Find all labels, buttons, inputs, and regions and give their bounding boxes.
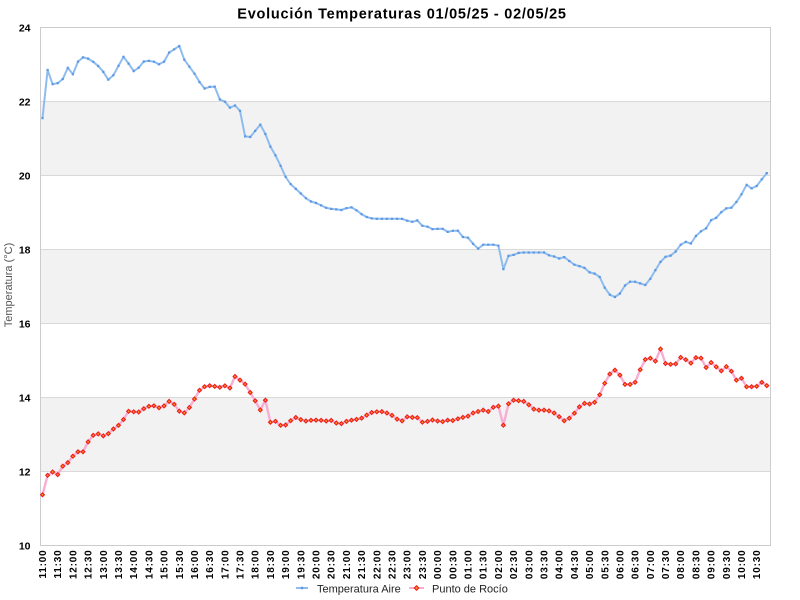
svg-text:00:30: 00:30 [448, 550, 459, 580]
svg-text:09:30: 09:30 [722, 550, 733, 580]
svg-text:12:00: 12:00 [68, 550, 79, 580]
svg-text:24: 24 [19, 22, 31, 34]
svg-text:17:30: 17:30 [236, 550, 247, 580]
svg-text:09:00: 09:00 [707, 550, 718, 580]
svg-text:Punto de Rocío: Punto de Rocío [432, 584, 508, 596]
svg-text:12: 12 [19, 466, 31, 478]
svg-text:07:30: 07:30 [661, 550, 672, 580]
svg-text:23:30: 23:30 [418, 550, 429, 580]
svg-text:14:00: 14:00 [129, 550, 140, 580]
svg-text:16: 16 [19, 318, 31, 330]
svg-text:21:00: 21:00 [342, 550, 353, 580]
svg-text:13:00: 13:00 [99, 550, 110, 580]
svg-text:03:00: 03:00 [524, 550, 535, 580]
svg-text:05:00: 05:00 [585, 550, 596, 580]
svg-text:10:00: 10:00 [737, 550, 748, 580]
svg-text:18:30: 18:30 [266, 550, 277, 580]
svg-text:19:30: 19:30 [296, 550, 307, 580]
svg-text:06:00: 06:00 [615, 550, 626, 580]
svg-text:14: 14 [19, 392, 31, 404]
svg-text:18:00: 18:00 [251, 550, 262, 580]
svg-text:02:30: 02:30 [509, 550, 520, 580]
svg-text:01:00: 01:00 [464, 550, 475, 580]
svg-text:01:30: 01:30 [479, 550, 490, 580]
svg-text:20:00: 20:00 [312, 550, 323, 580]
svg-text:02:00: 02:00 [494, 550, 505, 580]
svg-text:06:30: 06:30 [631, 550, 642, 580]
svg-text:03:30: 03:30 [540, 550, 551, 580]
svg-text:12:30: 12:30 [84, 550, 95, 580]
svg-text:16:30: 16:30 [205, 550, 216, 580]
svg-text:17:00: 17:00 [220, 550, 231, 580]
svg-text:11:30: 11:30 [53, 550, 64, 579]
svg-text:14:30: 14:30 [144, 550, 155, 580]
svg-text:10: 10 [19, 540, 31, 552]
svg-text:15:00: 15:00 [160, 550, 171, 580]
svg-text:04:00: 04:00 [555, 550, 566, 580]
svg-text:23:00: 23:00 [403, 550, 414, 580]
svg-text:13:30: 13:30 [114, 550, 125, 580]
svg-text:19:00: 19:00 [281, 550, 292, 580]
svg-text:20:30: 20:30 [327, 550, 338, 580]
svg-text:15:30: 15:30 [175, 550, 186, 580]
svg-text:Evolución Temperaturas 01/05/2: Evolución Temperaturas 01/05/25 - 02/05/… [237, 7, 566, 23]
svg-text:04:30: 04:30 [570, 550, 581, 580]
svg-text:21:30: 21:30 [357, 550, 368, 580]
svg-text:18: 18 [19, 244, 31, 256]
svg-text:08:00: 08:00 [676, 550, 687, 580]
svg-text:08:30: 08:30 [691, 550, 702, 580]
svg-text:22:30: 22:30 [388, 550, 399, 580]
svg-text:22: 22 [19, 96, 31, 108]
svg-text:22:00: 22:00 [372, 550, 383, 580]
svg-text:05:30: 05:30 [600, 550, 611, 580]
svg-text:07:00: 07:00 [646, 550, 657, 580]
svg-text:10:30: 10:30 [752, 550, 763, 580]
svg-text:20: 20 [19, 170, 31, 182]
svg-text:16:00: 16:00 [190, 550, 201, 580]
svg-text:Temperatura Aire: Temperatura Aire [317, 584, 401, 596]
svg-text:00:00: 00:00 [433, 550, 444, 580]
svg-text:Temperatura (°C): Temperatura (°C) [3, 243, 15, 327]
svg-text:11:00: 11:00 [38, 550, 49, 579]
